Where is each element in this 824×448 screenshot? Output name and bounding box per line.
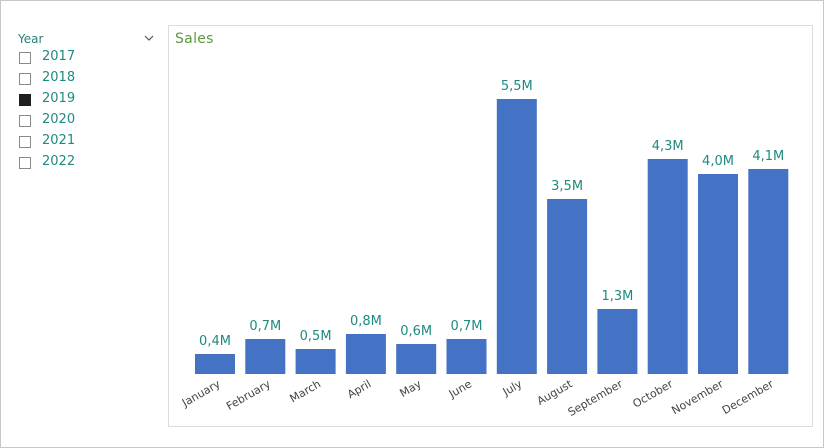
slicer-item-2022[interactable]: 2022 <box>18 154 158 175</box>
data-label: 4,0M <box>702 154 734 169</box>
slicer-item-label: 2017 <box>42 49 76 64</box>
x-tick-label: December <box>720 377 776 417</box>
data-label: 0,4M <box>199 334 231 349</box>
x-tick-label: February <box>224 377 273 413</box>
x-tick-label: April <box>345 377 373 401</box>
bar-march[interactable] <box>295 349 336 374</box>
x-tick-label: January <box>179 377 223 410</box>
data-label: 4,3M <box>652 139 684 154</box>
checkbox[interactable] <box>19 73 31 85</box>
data-label: 1,3M <box>601 289 633 304</box>
data-label: 0,6M <box>400 324 432 339</box>
slicer-item-2019[interactable]: 2019 <box>18 91 158 112</box>
x-tick-label: March <box>288 377 324 405</box>
checkbox[interactable] <box>19 94 31 106</box>
year-slicer: Year 2017 2018 2019 2020 2021 2022 <box>18 31 158 175</box>
slicer-item-2021[interactable]: 2021 <box>18 133 158 154</box>
bar-january[interactable] <box>195 354 235 374</box>
checkbox[interactable] <box>19 52 31 64</box>
slicer-item-label: 2020 <box>42 112 76 127</box>
data-label: 3,5M <box>551 179 583 194</box>
bar-april[interactable] <box>345 334 386 374</box>
bar-february[interactable] <box>245 339 286 374</box>
bar-june[interactable] <box>446 339 487 374</box>
checkbox[interactable] <box>19 136 31 148</box>
slicer-item-label: 2021 <box>42 133 76 148</box>
x-tick-label: November <box>669 377 725 417</box>
data-label: 0,7M <box>451 319 483 334</box>
data-label: 0,8M <box>350 314 382 329</box>
bar-august[interactable] <box>547 199 588 374</box>
slicer-item-2017[interactable]: 2017 <box>18 49 158 70</box>
x-tick-label: September <box>566 377 626 419</box>
slicer-item-label: 2019 <box>42 91 76 106</box>
chevron-down-icon[interactable] <box>143 32 155 44</box>
x-tick-label: May <box>397 377 424 400</box>
checkbox[interactable] <box>19 157 31 169</box>
slicer-title: Year <box>18 32 44 46</box>
bar-september[interactable] <box>597 309 638 374</box>
bar-october[interactable] <box>647 159 688 374</box>
bar-july[interactable] <box>496 99 537 374</box>
x-tick-label: August <box>535 377 575 408</box>
bar-december[interactable] <box>748 169 789 374</box>
data-label: 0,7M <box>249 319 281 334</box>
bar-may[interactable] <box>396 344 437 374</box>
chart-title: Sales <box>175 31 214 47</box>
x-tick-label: June <box>446 377 474 401</box>
bar-november[interactable] <box>698 174 738 374</box>
slicer-header: Year <box>18 31 158 49</box>
checkbox[interactable] <box>19 115 31 127</box>
sales-chart-card[interactable]: 0,4M January 0,7M February 0,5M March 0,8M Apri… <box>168 25 813 427</box>
slicer-item-label: 2022 <box>42 154 76 169</box>
slicer-item-2018[interactable]: 2018 <box>18 70 158 91</box>
data-label: 4,1M <box>752 149 784 164</box>
data-label: 0,5M <box>300 329 332 344</box>
x-tick-label: July <box>500 377 525 399</box>
data-label: 5,5M <box>501 79 533 94</box>
slicer-item-label: 2018 <box>42 70 76 85</box>
bar-chart: 0,4M January 0,7M February 0,5M March 0,8M Apri… <box>179 79 789 419</box>
slicer-item-2020[interactable]: 2020 <box>18 112 158 133</box>
